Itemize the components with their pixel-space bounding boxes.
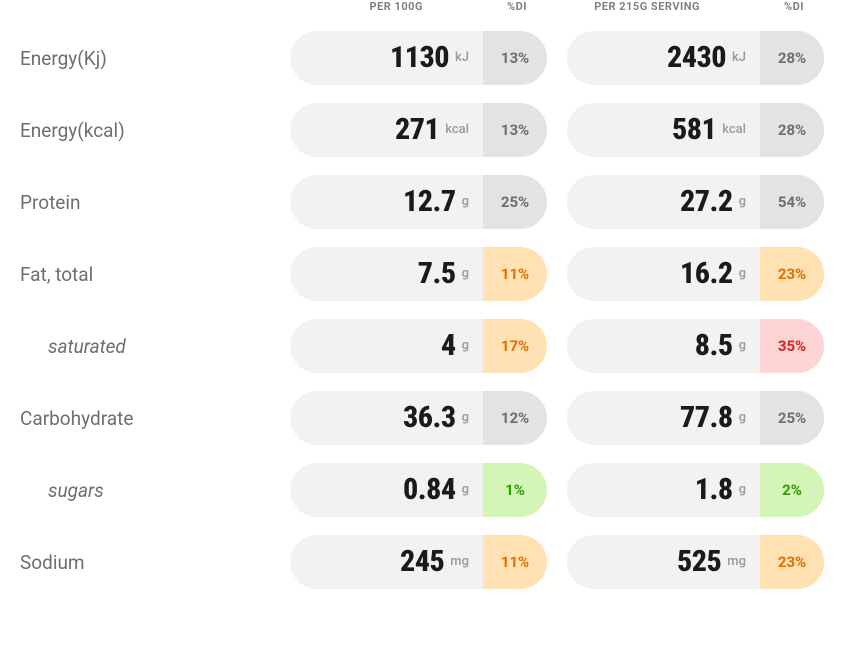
- value-number: 16.2: [680, 247, 733, 301]
- value-unit: kJ: [455, 31, 469, 85]
- value-number: 36.3: [403, 391, 456, 445]
- value-main: 0.84g: [290, 463, 483, 517]
- value-unit: g: [462, 175, 469, 229]
- value-di-badge: 2%: [760, 463, 824, 517]
- value-main: 581kcal: [567, 103, 760, 157]
- value-unit: g: [462, 463, 469, 517]
- nutrient-label-energy-kcal: Energy(kcal): [20, 119, 270, 142]
- value-main: 2430kJ: [567, 31, 760, 85]
- value-unit: g: [462, 391, 469, 445]
- value-unit: g: [739, 463, 746, 517]
- value-di-badge: 13%: [483, 31, 547, 85]
- value-unit: g: [739, 247, 746, 301]
- value-main: 4g: [290, 319, 483, 373]
- value-pill-energy-kcal-perServing: 581kcal28%: [567, 103, 824, 157]
- value-number: 12.7: [403, 175, 456, 229]
- value-pill-saturated-perServing: 8.5g35%: [567, 319, 824, 373]
- value-di-badge: 11%: [483, 535, 547, 589]
- value-di-badge: 28%: [760, 103, 824, 157]
- value-number: 245: [400, 535, 444, 589]
- value-number: 525: [677, 535, 721, 589]
- value-main: 7.5g: [290, 247, 483, 301]
- value-pill-sugars-perServing: 1.8g2%: [567, 463, 824, 517]
- value-di-badge: 54%: [760, 175, 824, 229]
- value-unit: g: [739, 175, 746, 229]
- nutrient-label-sugars: sugars: [20, 479, 270, 502]
- value-pill-energy-kj-per100: 1130kJ13%: [290, 31, 547, 85]
- value-pill-energy-kj-perServing: 2430kJ28%: [567, 31, 824, 85]
- value-di-badge: 25%: [483, 175, 547, 229]
- column-header-perServing: PER 215G SERVING%DI: [567, 0, 824, 13]
- value-main: 271kcal: [290, 103, 483, 157]
- value-main: 27.2g: [567, 175, 760, 229]
- value-pill-saturated-per100: 4g17%: [290, 319, 547, 373]
- nutrient-label-energy-kj: Energy(Kj): [20, 47, 270, 70]
- value-di-badge: 13%: [483, 103, 547, 157]
- nutrition-table: PER 100G%DIPER 215G SERVING%DIEnergy(Kj)…: [20, 0, 824, 589]
- value-main: 245mg: [290, 535, 483, 589]
- value-number: 77.8: [680, 391, 733, 445]
- value-pill-protein-per100: 12.7g25%: [290, 175, 547, 229]
- value-unit: kcal: [445, 103, 469, 157]
- column-header-di: %DI: [756, 0, 816, 13]
- value-pill-carbohydrate-per100: 36.3g12%: [290, 391, 547, 445]
- value-number: 1130: [390, 31, 449, 85]
- value-pill-fat-total-per100: 7.5g11%: [290, 247, 547, 301]
- value-unit: g: [739, 319, 746, 373]
- value-number: 7.5: [418, 247, 456, 301]
- value-unit: kcal: [722, 103, 746, 157]
- nutrient-label-carbohydrate: Carbohydrate: [20, 407, 270, 430]
- value-main: 16.2g: [567, 247, 760, 301]
- value-di-badge: 1%: [483, 463, 547, 517]
- value-pill-sodium-per100: 245mg11%: [290, 535, 547, 589]
- column-header-di: %DI: [479, 0, 539, 13]
- value-unit: mg: [727, 535, 746, 589]
- value-main: 525mg: [567, 535, 760, 589]
- value-number: 2430: [667, 31, 726, 85]
- value-pill-carbohydrate-perServing: 77.8g25%: [567, 391, 824, 445]
- column-header-per100: PER 100G%DI: [290, 0, 547, 13]
- value-pill-protein-perServing: 27.2g54%: [567, 175, 824, 229]
- value-number: 581: [672, 103, 716, 157]
- value-pill-energy-kcal-per100: 271kcal13%: [290, 103, 547, 157]
- nutrient-label-protein: Protein: [20, 191, 270, 214]
- value-number: 271: [395, 103, 439, 157]
- value-unit: g: [462, 247, 469, 301]
- value-pill-sodium-perServing: 525mg23%: [567, 535, 824, 589]
- value-di-badge: 12%: [483, 391, 547, 445]
- value-di-badge: 25%: [760, 391, 824, 445]
- value-unit: kJ: [732, 31, 746, 85]
- nutrient-label-sodium: Sodium: [20, 551, 270, 574]
- value-main: 1.8g: [567, 463, 760, 517]
- nutrient-label-saturated: saturated: [20, 335, 270, 358]
- value-di-badge: 35%: [760, 319, 824, 373]
- value-di-badge: 11%: [483, 247, 547, 301]
- value-pill-sugars-per100: 0.84g1%: [290, 463, 547, 517]
- value-main: 8.5g: [567, 319, 760, 373]
- value-number: 8.5: [695, 319, 733, 373]
- value-number: 4: [441, 319, 456, 373]
- value-di-badge: 23%: [760, 535, 824, 589]
- value-di-badge: 28%: [760, 31, 824, 85]
- column-header-amount: PER 215G SERVING: [567, 0, 756, 13]
- value-main: 1130kJ: [290, 31, 483, 85]
- value-number: 27.2: [680, 175, 733, 229]
- value-number: 1.8: [695, 463, 733, 517]
- value-di-badge: 17%: [483, 319, 547, 373]
- value-di-badge: 23%: [760, 247, 824, 301]
- value-unit: g: [462, 319, 469, 373]
- column-header-amount: PER 100G: [290, 0, 479, 13]
- value-main: 77.8g: [567, 391, 760, 445]
- nutrient-label-fat-total: Fat, total: [20, 263, 270, 286]
- value-unit: mg: [450, 535, 469, 589]
- value-pill-fat-total-perServing: 16.2g23%: [567, 247, 824, 301]
- value-main: 12.7g: [290, 175, 483, 229]
- value-unit: g: [739, 391, 746, 445]
- value-number: 0.84: [403, 463, 456, 517]
- value-main: 36.3g: [290, 391, 483, 445]
